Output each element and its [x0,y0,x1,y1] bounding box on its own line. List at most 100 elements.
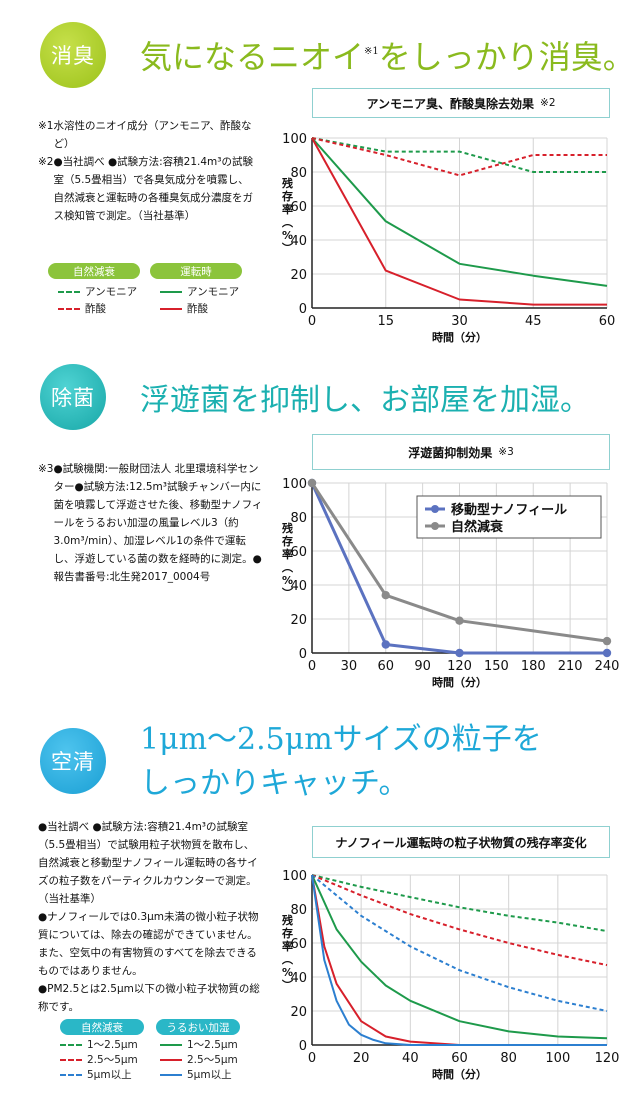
y-axis-label: 残存率︵% ︶ [281,176,294,255]
y-tick-label: 80 [290,903,307,918]
chart2-title: 浮遊菌抑制効果 [408,445,493,460]
legend-s2-humidify: 2.5〜5μm [160,1052,238,1067]
bacteria-suppression-chart: 0 20 40 60 80 100 0 30 60 90 120 150 180 210 240 時間（分） 残… [281,477,620,689]
x-tick-label: 240 [595,659,620,674]
x-tick-label: 0 [308,1051,316,1066]
legend-ammonia-running: アンモニア [160,284,239,299]
series-line-4 [311,137,607,306]
y-tick-label: 0 [299,1039,307,1054]
legend-s1-humidify: 1〜2.5μm [160,1037,238,1052]
y-axis-label: 残存率︵% ︶ [281,521,294,600]
note-4: ●当社調べ ●試験方法:容積21.4m³の試験室（5.5畳相当）で試験用粒子状物… [38,821,258,905]
x-tick-label: 150 [484,659,509,674]
legend-group-running: 運転時 [150,263,242,279]
y-tick-label: 0 [299,647,307,662]
x-tick-label: 40 [402,1051,419,1066]
series-line-2 [310,482,608,643]
legend-marker [431,505,439,513]
chart1-title: アンモニア臭、酢酸臭除去効果 [366,96,535,111]
legend-s3-humidify: 5μm以上 [160,1067,232,1082]
y-tick-label: 20 [290,268,307,283]
odor-removal-chart: 0 20 40 60 80 100 0 15 30 45 60 時間（分） 残存率︵% ︶ [281,132,616,344]
x-tick-label: 60 [451,1051,468,1066]
y-axis-label: 残存率︵% ︶ [281,913,294,992]
note-5: ●ナノフィールでは0.3μm未満の微小粒子状物質については、除去の確認ができてい… [38,911,259,977]
x-tick-label: 0 [308,314,316,329]
x-tick-label: 15 [377,314,394,329]
legend-group-humidify: うるおい加湿 [156,1019,240,1035]
y-tick-label: 100 [282,132,307,147]
legend-acetic-running: 酢酸 [160,301,208,316]
note-3: ※3 ●試験機関:一般財団法人 北里環境科学センター●試験方法:12.5m³試験… [38,463,263,583]
y-tick-label: 40 [290,234,307,249]
x-tick-label: 120 [447,659,472,674]
chart2-title-box: 浮遊菌抑制効果 ※3 [312,434,610,470]
x-tick-label: 80 [500,1051,517,1066]
x-axis-label: 時間（分） [432,675,487,689]
legend-box [416,495,602,539]
y-tick-label: 60 [290,200,307,215]
legend-s1-natural: 1〜2.5μm [60,1037,138,1052]
chart2-title-ref: ※3 [498,446,514,458]
x-tick-label: 45 [525,314,542,329]
y-tick-label: 0 [299,302,307,317]
sterilize-notes: ※3 ●試験機関:一般財団法人 北里環境科学センター●試験方法:12.5m³試験… [38,460,266,586]
sterilize-headline: 浮遊菌を抑制し、お部屋を加湿。 [140,383,590,418]
legend-s3-natural: 5μm以上 [60,1067,132,1082]
series-line-2 [311,874,608,967]
y-tick-label: 100 [282,869,307,884]
headline-line-1: 1μm〜2.5μmサイズの粒子を [140,722,542,757]
x-tick-label: 0 [308,659,316,674]
x-tick-label: 60 [599,314,616,329]
y-tick-label: 80 [290,511,307,526]
series-line-1 [311,137,607,173]
y-tick-label: 80 [290,166,307,181]
legend-acetic-natural: 酢酸 [58,301,106,316]
y-tick-label: 60 [290,545,307,560]
chart3-title: ナノフィール運転時の粒子状物質の残存率変化 [335,835,587,850]
particle-removal-chart: 0 20 40 60 80 100 0 20 40 60 80 100 120 時間（分） 残存率︵% ︶ [281,869,620,1081]
series-line-1 [311,874,608,933]
x-tick-label: 60 [377,659,394,674]
data-point [602,636,612,646]
x-tick-label: 20 [353,1051,370,1066]
headline-footnote-mark: ※1 [364,46,379,57]
headline-line-2: しっかりキャッチ。 [140,766,409,801]
legend-ammonia-natural: アンモニア [58,284,137,299]
air-purify-headline: 1μm〜2.5μmサイズの粒子を しっかりキャッチ。 [140,718,542,806]
air-purify-badge: 空清 [40,728,106,794]
air-purify-notes: ●当社調べ ●試験方法:容積21.4m³の試験室（5.5畳相当）で試験用粒子状物… [38,818,264,1016]
deodorize-notes: ※1 水溶性のニオイ成分（アンモニア、酢酸など） ※2 ●当社調べ ●試験方法:… [38,117,256,225]
series-line-1 [310,482,607,655]
x-tick-label: 90 [414,659,431,674]
series-line-4 [311,874,608,1040]
x-tick-label: 120 [595,1051,620,1066]
y-tick-label: 100 [282,477,307,492]
data-point [455,616,464,625]
legend-s2-natural: 2.5〜5μm [60,1052,138,1067]
sterilize-badge: 除菌 [40,364,106,430]
chart1-title-box: アンモニア臭、酢酸臭除去効果 ※2 [312,88,610,118]
data-point [381,591,390,600]
legend-marker [431,522,439,530]
note-1: ※1 水溶性のニオイ成分（アンモニア、酢酸など） [38,120,252,150]
data-point [455,648,464,658]
headline-part-a: 気になるニオイ [140,38,365,76]
y-tick-label: 20 [290,613,307,628]
legend-label: 自然減衰 [451,519,504,535]
y-tick-label: 60 [290,937,307,952]
legend-group-natural: 自然減衰 [48,263,140,279]
note-6: ●PM2.5とは2.5μm以下の微小粒子状物質の総称です。 [38,983,260,1013]
data-point [307,478,317,488]
legend-label: 移動型ナノフィール [451,502,567,518]
data-point [381,640,390,649]
legend-group-natural-pm: 自然減衰 [60,1019,144,1035]
x-tick-label: 30 [451,314,468,329]
x-tick-label: 100 [545,1051,570,1066]
x-tick-label: 180 [521,659,546,674]
x-axis-label: 時間（分） [432,330,487,344]
y-tick-label: 40 [290,971,307,986]
chart3-title-box: ナノフィール運転時の粒子状物質の残存率変化 [312,826,610,858]
x-tick-label: 30 [341,659,358,674]
y-tick-label: 40 [290,579,307,594]
